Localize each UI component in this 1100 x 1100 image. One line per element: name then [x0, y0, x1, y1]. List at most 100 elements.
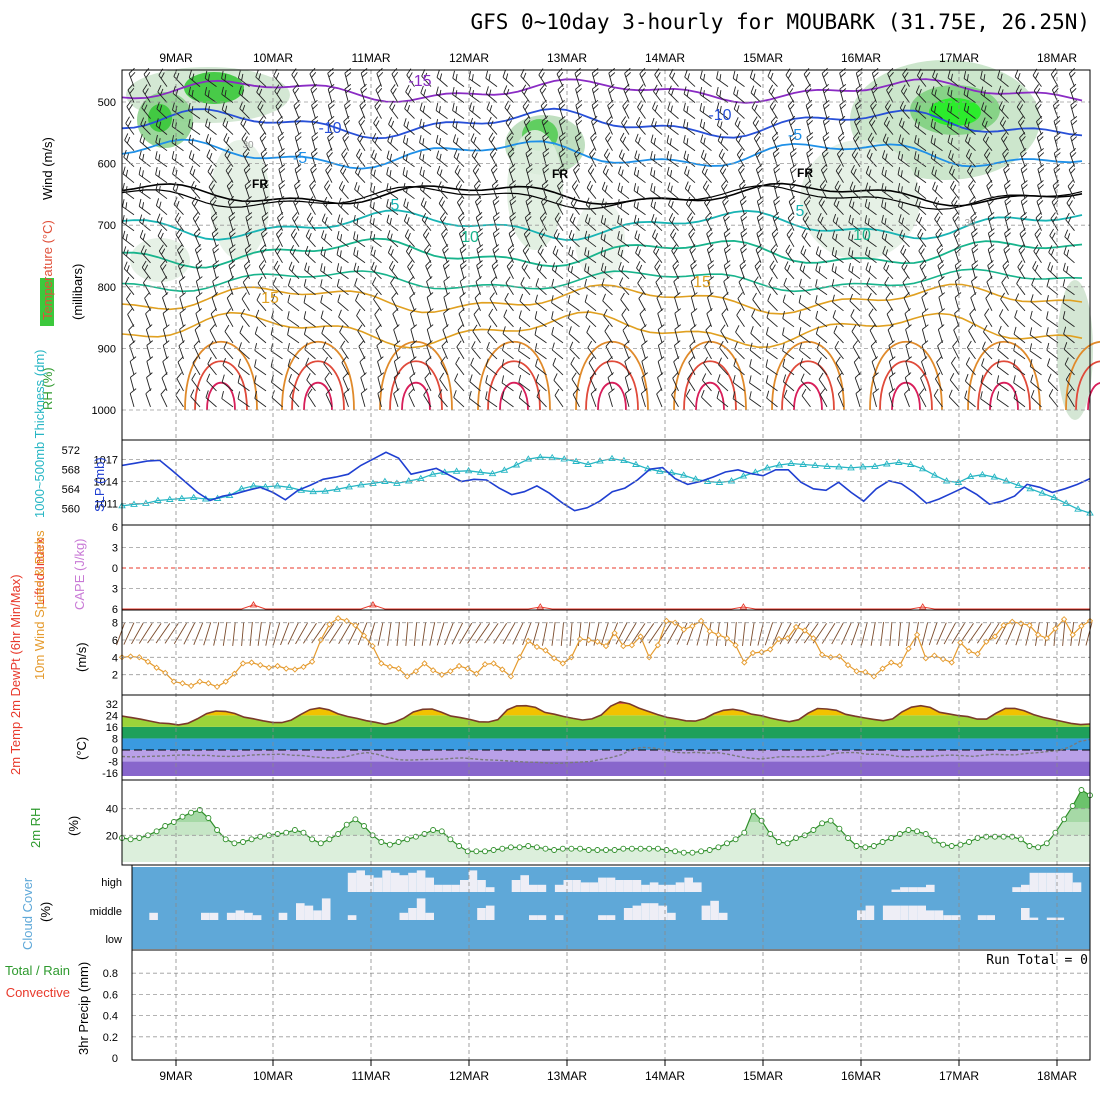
thickness-point: [393, 479, 401, 486]
wind-barb: [353, 262, 366, 280]
cape-ylabel: CAPE (J/kg): [72, 538, 87, 610]
wind-barb: [1062, 262, 1075, 280]
cloud-high-bar: [468, 870, 478, 892]
wind-barb: [162, 324, 170, 344]
temperature-band: [122, 715, 1090, 727]
wind-barb: [806, 148, 814, 167]
wind-barb: [947, 118, 960, 135]
wind-barb: [241, 621, 245, 646]
wind-barb: [386, 214, 399, 232]
wind-barb: [848, 198, 861, 216]
wind-barb: [1035, 99, 1042, 119]
wind-barb: [538, 228, 547, 248]
wind-barb: [439, 372, 448, 392]
wind-barb: [1016, 276, 1026, 296]
wind-barb: [720, 324, 729, 344]
wind-barb: [881, 230, 894, 248]
thickness-point: [787, 459, 795, 466]
wind-barb: [458, 228, 466, 247]
wind-barb: [701, 165, 712, 183]
wind-barb: [193, 228, 201, 247]
cloud-high-bar: [1038, 872, 1047, 892]
wind-barb: [997, 342, 1009, 360]
wind-barb: [707, 276, 715, 295]
wind-barb: [765, 326, 778, 344]
wind-barb: [162, 292, 169, 311]
wind-barb: [540, 195, 548, 215]
wind-barb: [633, 183, 646, 200]
wind-barb: [772, 148, 780, 167]
wind-barb: [600, 231, 613, 248]
cloud-high-bar: [425, 877, 434, 892]
wind-barb: [789, 180, 797, 199]
rh-point: [974, 835, 981, 841]
wind-barb: [1005, 622, 1016, 645]
wind-barb: [188, 118, 201, 135]
wind-speed-point: [1069, 631, 1076, 638]
wind-barb: [921, 308, 929, 327]
wind-barb: [865, 182, 877, 200]
isotherm-loop: [695, 382, 725, 411]
wind-barb: [836, 148, 844, 167]
cloud-middle-bar: [857, 910, 866, 920]
wind-barb: [303, 311, 316, 328]
cloud-high-bar: [529, 884, 538, 892]
wind-barb: [290, 228, 300, 248]
cloud-high-bar: [641, 884, 650, 892]
wind-barb: [932, 181, 943, 200]
wind-barb: [138, 150, 151, 168]
wind-barb: [303, 278, 316, 296]
rh-point: [741, 829, 748, 836]
wind-barb: [950, 180, 960, 199]
wind-speed-point: [360, 632, 368, 639]
wind-barb: [782, 374, 795, 392]
wind-barb: [983, 324, 993, 344]
wind-barb: [442, 260, 450, 279]
wind-barb: [601, 198, 613, 216]
wind-barb: [699, 103, 712, 119]
wind-barb: [206, 149, 217, 168]
cloud-high-bar: [460, 880, 469, 892]
cloud-middle-bar: [986, 915, 995, 920]
wind-barb: [254, 326, 267, 344]
wind-barb: [848, 262, 861, 280]
wind-barb: [773, 180, 781, 199]
wind-barb: [881, 183, 894, 200]
wind-barb: [437, 181, 448, 200]
isotherm-label: -10: [708, 107, 731, 124]
wind-barb: [188, 134, 201, 152]
wind-barb: [409, 372, 416, 392]
wind-barb: [648, 623, 663, 644]
wind-barb: [573, 164, 580, 183]
wind-barb: [738, 164, 745, 183]
wind-barb: [617, 182, 630, 200]
wind-barb: [756, 228, 764, 247]
wind-barb: [257, 276, 267, 296]
wind-speed-point: [749, 649, 757, 657]
wind-barb: [752, 292, 762, 312]
wind-barb: [685, 388, 696, 408]
wind-barb: [637, 100, 646, 119]
lifted-index-line: [122, 604, 1090, 610]
wind-barb: [852, 132, 861, 151]
wind-barb: [256, 293, 267, 312]
wind-barb: [816, 229, 828, 248]
thickness-point: [656, 467, 664, 474]
wind-barb: [458, 308, 465, 327]
thickness-point: [775, 461, 784, 468]
wind-barb: [221, 71, 234, 87]
wind-barb: [799, 262, 811, 280]
wind-speed-point: [948, 659, 955, 666]
wind-barb: [342, 372, 349, 392]
wind-barb: [320, 310, 333, 328]
wind-barb: [985, 292, 993, 312]
wind-barb: [898, 117, 910, 135]
wind-barb: [374, 100, 382, 119]
isotherm-label: -15: [408, 73, 431, 90]
wind-barb: [765, 343, 778, 360]
wind-barb: [1004, 212, 1012, 231]
cloud-middle-bar: [658, 905, 668, 920]
wind-barb: [177, 244, 184, 263]
wind-barb: [964, 373, 976, 392]
wind-speed-point: [905, 645, 912, 652]
